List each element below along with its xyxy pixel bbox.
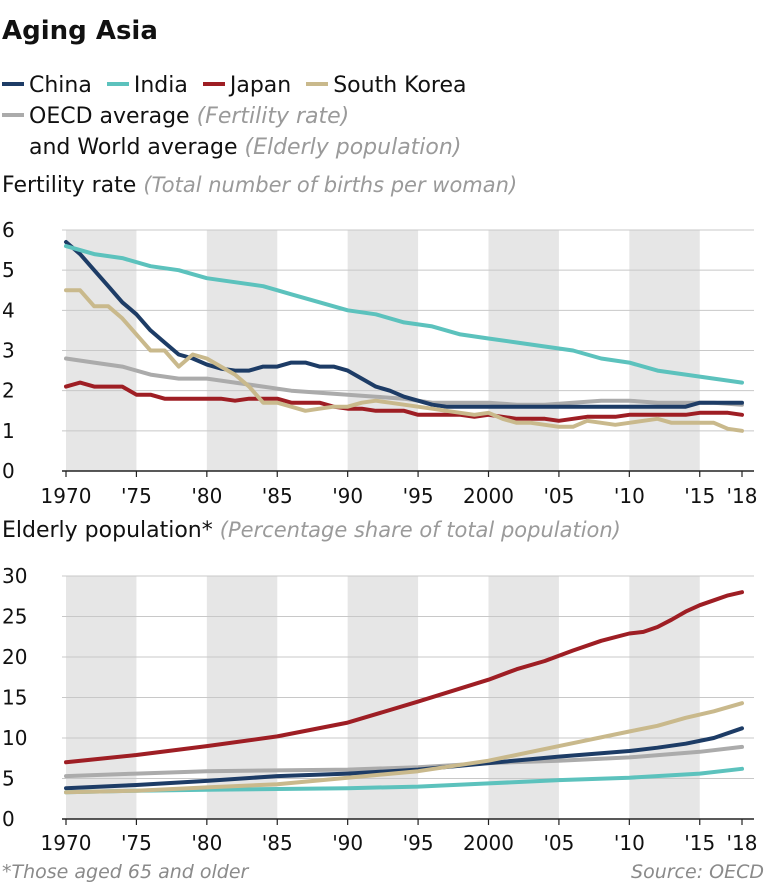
elderly-x-tick-10: '18 xyxy=(727,831,758,855)
elderly-y-tick-5: 5 xyxy=(2,767,15,791)
elderly-y-tick-30: 30 xyxy=(2,564,27,588)
elderly-footnote-mark: * xyxy=(201,518,213,543)
fertility-x-tick-1: '75 xyxy=(121,484,152,508)
legend-item-japan: Japan xyxy=(202,70,292,101)
fertility-y-tick-5: 5 xyxy=(2,258,15,282)
elderly-x-tick-9: '15 xyxy=(684,831,715,855)
elderly-y-tick-10: 10 xyxy=(2,726,27,750)
source-note: Source: OECD xyxy=(631,861,764,883)
elderly-x-tick-1: '75 xyxy=(121,831,152,855)
fertility-x-tick-8: '10 xyxy=(614,484,645,508)
legend-swatch-korea xyxy=(306,82,329,86)
fertility-title: Fertility rate xyxy=(2,173,137,198)
legend-label-korea: South Korea xyxy=(333,73,467,98)
fertility-x-tick-6: 2000 xyxy=(463,484,514,508)
elderly-y-tick-0: 0 xyxy=(2,807,15,831)
fertility-x-tick-9: '15 xyxy=(684,484,715,508)
elderly-x-tick-3: '85 xyxy=(262,831,293,855)
elderly-y-tick-20: 20 xyxy=(2,645,27,669)
elderly-series-japan xyxy=(64,590,744,765)
elderly-x-tick-6: 2000 xyxy=(463,831,514,855)
legend-item-korea: South Korea xyxy=(306,70,467,101)
elderly-y-tick-15: 15 xyxy=(2,686,27,710)
fertility-x-tick-2: '80 xyxy=(191,484,222,508)
fertility-series-india xyxy=(64,244,744,385)
fertility-x-tick-5: '95 xyxy=(403,484,434,508)
legend-label-india: India xyxy=(133,73,188,98)
elderly-chart: 0 5 10 15 20 25 30 1970 '75 '80 '85 '90 '95 2000 '05 '1… xyxy=(2,564,758,855)
fertility-y-tick-1: 1 xyxy=(2,419,15,443)
chart-title: Aging Asia xyxy=(2,16,158,46)
fertility-x-tick-0: 1970 xyxy=(41,484,92,508)
legend-note-elderly: (Elderly population) xyxy=(244,135,462,160)
legend-swatch-china xyxy=(2,82,24,86)
fertility-series-china xyxy=(64,240,744,409)
legend-label-japan: Japan xyxy=(229,73,292,98)
fertility-x-tick-10: '18 xyxy=(727,484,758,508)
legend-label-oecd: OECD average xyxy=(29,104,190,129)
fertility-chart: 0 1 2 3 4 5 6 1970 '75 '80 '85 '90 '95 2000 '05 '10 '15 '… xyxy=(2,218,758,508)
fertility-y-tick-2: 2 xyxy=(2,379,15,403)
elderly-series-average xyxy=(64,744,744,779)
legend-swatch-average xyxy=(2,113,24,117)
elderly-y-tick-25: 25 xyxy=(2,605,27,629)
elderly-subtitle: (Percentage share of total population) xyxy=(219,518,621,542)
elderly-series-korea xyxy=(64,701,744,795)
elderly-x-tick-7: '05 xyxy=(543,831,574,855)
legend-swatch-japan xyxy=(202,82,225,86)
fertility-section-title: Fertility rate (Total number of births p… xyxy=(2,173,517,198)
legend-label-china: China xyxy=(29,73,92,98)
legend-swatch-india xyxy=(106,82,129,86)
elderly-x-tick-0: 1970 xyxy=(41,831,92,855)
fertility-y-tick-6: 6 xyxy=(2,218,15,242)
legend-item-india: India xyxy=(106,70,188,101)
fertility-y-tick-3: 3 xyxy=(2,339,15,363)
legend-item-china: China xyxy=(2,70,92,101)
legend: China India Japan South Korea OECD avera… xyxy=(2,70,475,163)
legend-label-world: and World average xyxy=(29,135,238,160)
fertility-series-japan xyxy=(64,380,744,423)
fertility-y-tick-0: 0 xyxy=(2,459,15,483)
footnote: *Those aged 65 and older xyxy=(2,861,249,883)
elderly-series-china xyxy=(64,726,744,791)
fertility-subtitle: (Total number of births per woman) xyxy=(143,173,518,197)
legend-note-fertility: (Fertility rate) xyxy=(196,104,350,129)
legend-item-average: OECD average (Fertility rate) xyxy=(2,101,475,132)
fertility-y-tick-4: 4 xyxy=(2,298,15,322)
fertility-x-tick-7: '05 xyxy=(543,484,574,508)
fertility-series-korea xyxy=(64,288,744,433)
elderly-x-tick-5: '95 xyxy=(403,831,434,855)
elderly-section-title: Elderly population* (Percentage share of… xyxy=(2,518,621,543)
elderly-x-tick-4: '90 xyxy=(332,831,363,855)
fertility-x-tick-4: '90 xyxy=(332,484,363,508)
fertility-x-tick-3: '85 xyxy=(262,484,293,508)
elderly-x-tick-8: '10 xyxy=(614,831,645,855)
elderly-x-tick-2: '80 xyxy=(191,831,222,855)
elderly-title: Elderly population xyxy=(2,518,202,543)
